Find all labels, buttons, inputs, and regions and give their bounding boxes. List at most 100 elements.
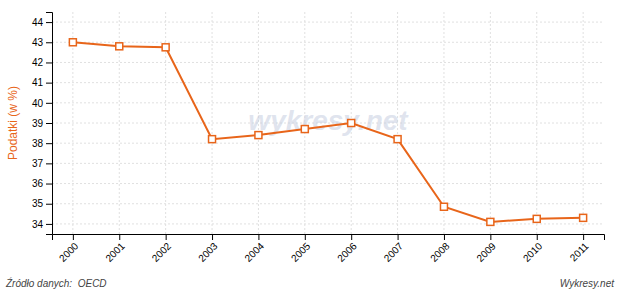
- tick-mark: [46, 83, 52, 84]
- marker: [301, 126, 308, 133]
- tick-label: 2008: [428, 240, 452, 264]
- tick-label: 36: [32, 178, 44, 189]
- tick-mark: [46, 224, 52, 225]
- tick: 40: [32, 98, 52, 109]
- tick-mark: [46, 22, 52, 23]
- tick-mark: [490, 234, 491, 240]
- tick: 2011: [568, 234, 591, 263]
- marker: [580, 214, 587, 221]
- tick-mark: [212, 234, 213, 240]
- tick-label: 2007: [382, 240, 406, 264]
- tick: 43: [32, 37, 52, 48]
- tick-label: 2009: [474, 240, 498, 264]
- y-axis: 34 35 36 37 38 39 40 41 42 43 44: [32, 13, 53, 235]
- tick-mark: [46, 184, 52, 185]
- grid-line: [490, 12, 491, 234]
- tick-label: 35: [32, 198, 44, 209]
- marker: [69, 39, 76, 46]
- tick-mark: [398, 234, 399, 240]
- tick-label: 2004: [242, 240, 266, 264]
- marker: [487, 218, 494, 225]
- grid-line: [52, 82, 604, 83]
- grid-line: [583, 12, 584, 234]
- marker: [348, 120, 355, 127]
- tick-mark: [351, 234, 352, 240]
- tick: 42: [32, 57, 52, 68]
- tick: 2009: [474, 234, 498, 264]
- tick: 2004: [242, 234, 266, 264]
- x-axis: 2000 2001 2002 2003 2004 2005 2006 2007 2008 2009…: [53, 234, 605, 264]
- tick-mark: [46, 163, 52, 164]
- tick-label: 2011: [568, 240, 591, 263]
- marker: [394, 136, 401, 143]
- marker: [116, 43, 123, 50]
- chart: 2000 2001 2002 2003 2004 2005 2006 2007 2008 2009…: [0, 0, 620, 292]
- tick-mark: [583, 234, 584, 240]
- tick-mark: [73, 234, 74, 240]
- tick: 2006: [335, 234, 359, 264]
- tick: 2010: [521, 234, 545, 264]
- tick: 2003: [196, 234, 220, 264]
- tick-label: 2010: [521, 240, 545, 264]
- grid-line: [52, 102, 604, 103]
- tick: 2005: [289, 234, 313, 264]
- watermark: wykresy.net: [248, 105, 409, 136]
- tick-mark: [46, 62, 52, 63]
- tick-label: 41: [32, 77, 44, 88]
- tick: 39: [32, 118, 52, 129]
- axis-line: [53, 235, 605, 241]
- site-note: Wykresy.net: [560, 278, 615, 289]
- y-axis-title: Podatki (w %): [6, 86, 20, 160]
- tick: 2007: [382, 234, 406, 264]
- tick: 41: [32, 77, 52, 88]
- tick-label: 34: [32, 219, 44, 230]
- grid-line: [52, 42, 604, 43]
- tick-label: 2001: [103, 240, 127, 264]
- marker: [209, 136, 216, 143]
- tick-mark: [119, 234, 120, 240]
- marker: [533, 215, 540, 222]
- grid-line: [52, 62, 604, 63]
- line: [73, 42, 583, 222]
- tick-mark: [46, 123, 52, 124]
- tick: 37: [32, 158, 52, 169]
- tick-label: 2005: [289, 240, 313, 264]
- tick-mark: [305, 234, 306, 240]
- tick-mark: [537, 234, 538, 240]
- tick-mark: [46, 103, 52, 104]
- tick-label: 38: [32, 138, 44, 149]
- grid-line: [52, 163, 604, 164]
- tick: 2001: [103, 234, 127, 264]
- tick-label: 2006: [335, 240, 359, 264]
- tick: 2000: [57, 234, 81, 264]
- tick-label: 2003: [196, 240, 220, 264]
- tick: 44: [32, 17, 52, 28]
- grid-line: [52, 22, 604, 23]
- axis-line: [46, 13, 53, 235]
- tick-label: 2002: [150, 240, 174, 264]
- series: [69, 39, 586, 226]
- tick-label: 2000: [57, 240, 81, 264]
- grid-line: [52, 223, 604, 224]
- grid-line: [536, 12, 537, 234]
- tick-mark: [46, 143, 52, 144]
- grid-line: [52, 143, 604, 144]
- tick-mark: [46, 42, 52, 43]
- grid-line: [52, 203, 604, 204]
- tick-label: 39: [32, 118, 44, 129]
- tick-label: 40: [32, 98, 44, 109]
- marker: [440, 203, 447, 210]
- marker: [255, 132, 262, 139]
- tick: 36: [32, 178, 52, 189]
- tick-label: 37: [32, 158, 44, 169]
- tick: 34: [32, 219, 52, 230]
- tick-mark: [46, 204, 52, 205]
- grid-line: [443, 12, 444, 234]
- tick: 38: [32, 138, 52, 149]
- tick-label: 42: [32, 57, 44, 68]
- tick-mark: [258, 234, 259, 240]
- grid: [52, 12, 604, 234]
- tick: 35: [32, 198, 52, 209]
- tick-mark: [444, 234, 445, 240]
- tick-mark: [166, 234, 167, 240]
